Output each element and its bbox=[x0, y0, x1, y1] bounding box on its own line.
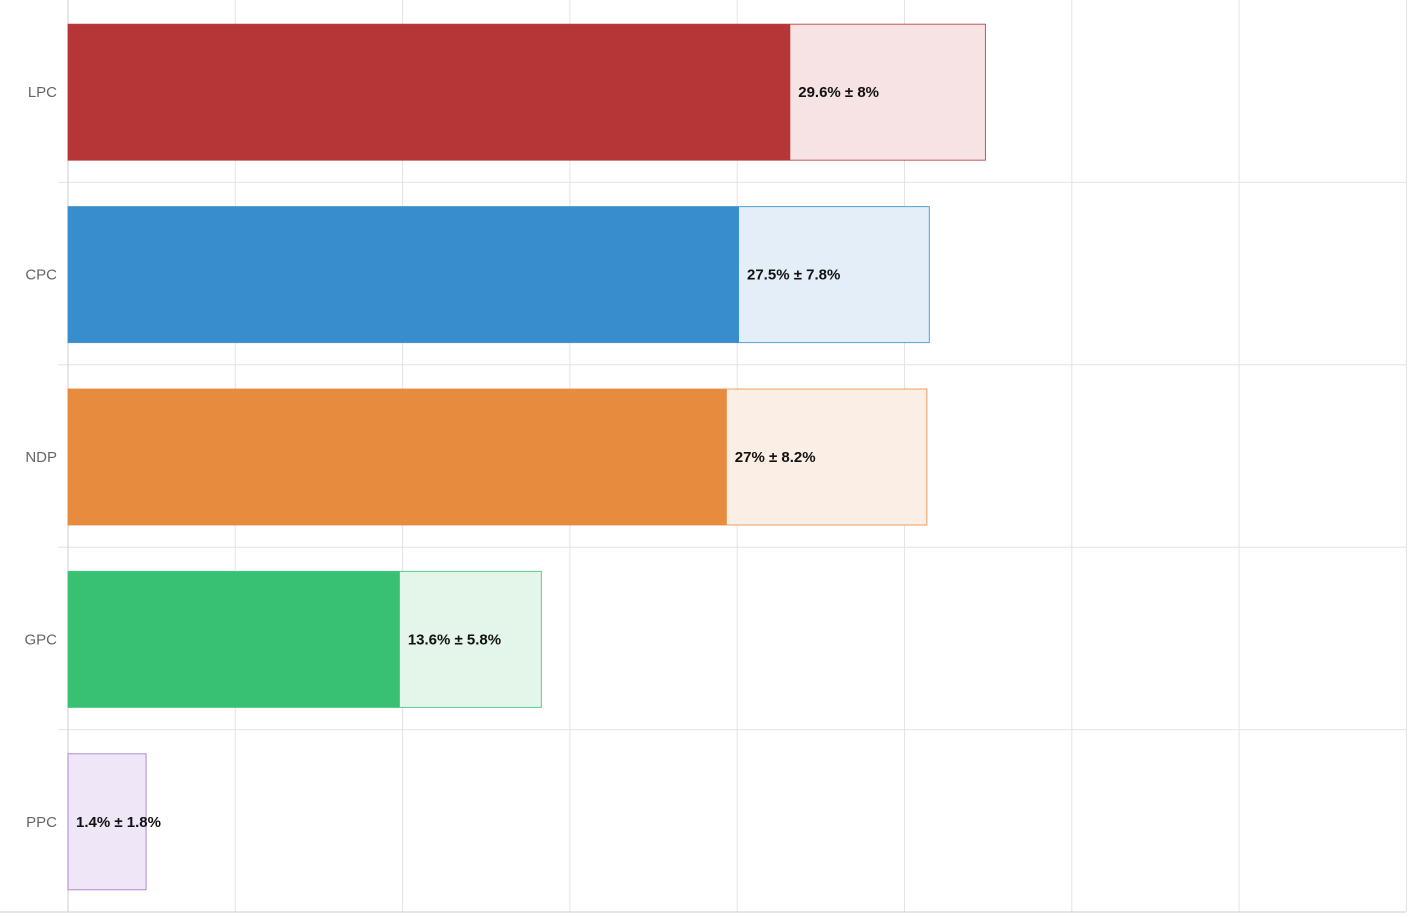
category-label-lpc: LPC bbox=[28, 84, 57, 101]
bar-lpc bbox=[68, 24, 791, 161]
bars bbox=[67, 23, 986, 891]
data-label-lpc: 29.6% ± 8% bbox=[798, 84, 879, 101]
data-label-ppc: 1.4% ± 1.8% bbox=[76, 814, 161, 831]
category-label-cpc: CPC bbox=[25, 267, 57, 284]
labels: LPC 29.6% ± 8% CPC 27.5% ± 7.8% NDP 27% ± 8.2… bbox=[24, 84, 879, 831]
category-label-gpc: GPC bbox=[24, 631, 57, 648]
bar-gpc bbox=[68, 571, 400, 708]
error-range-ppc bbox=[67, 753, 147, 891]
data-label-ndp: 27% ± 8.2% bbox=[735, 449, 816, 466]
category-label-ppc: PPC bbox=[26, 814, 57, 831]
bar-cpc bbox=[68, 206, 739, 343]
category-label-ndp: NDP bbox=[25, 449, 57, 466]
data-label-cpc: 27.5% ± 7.8% bbox=[747, 267, 840, 284]
bar-ndp bbox=[68, 389, 727, 525]
data-label-gpc: 13.6% ± 5.8% bbox=[408, 631, 501, 648]
